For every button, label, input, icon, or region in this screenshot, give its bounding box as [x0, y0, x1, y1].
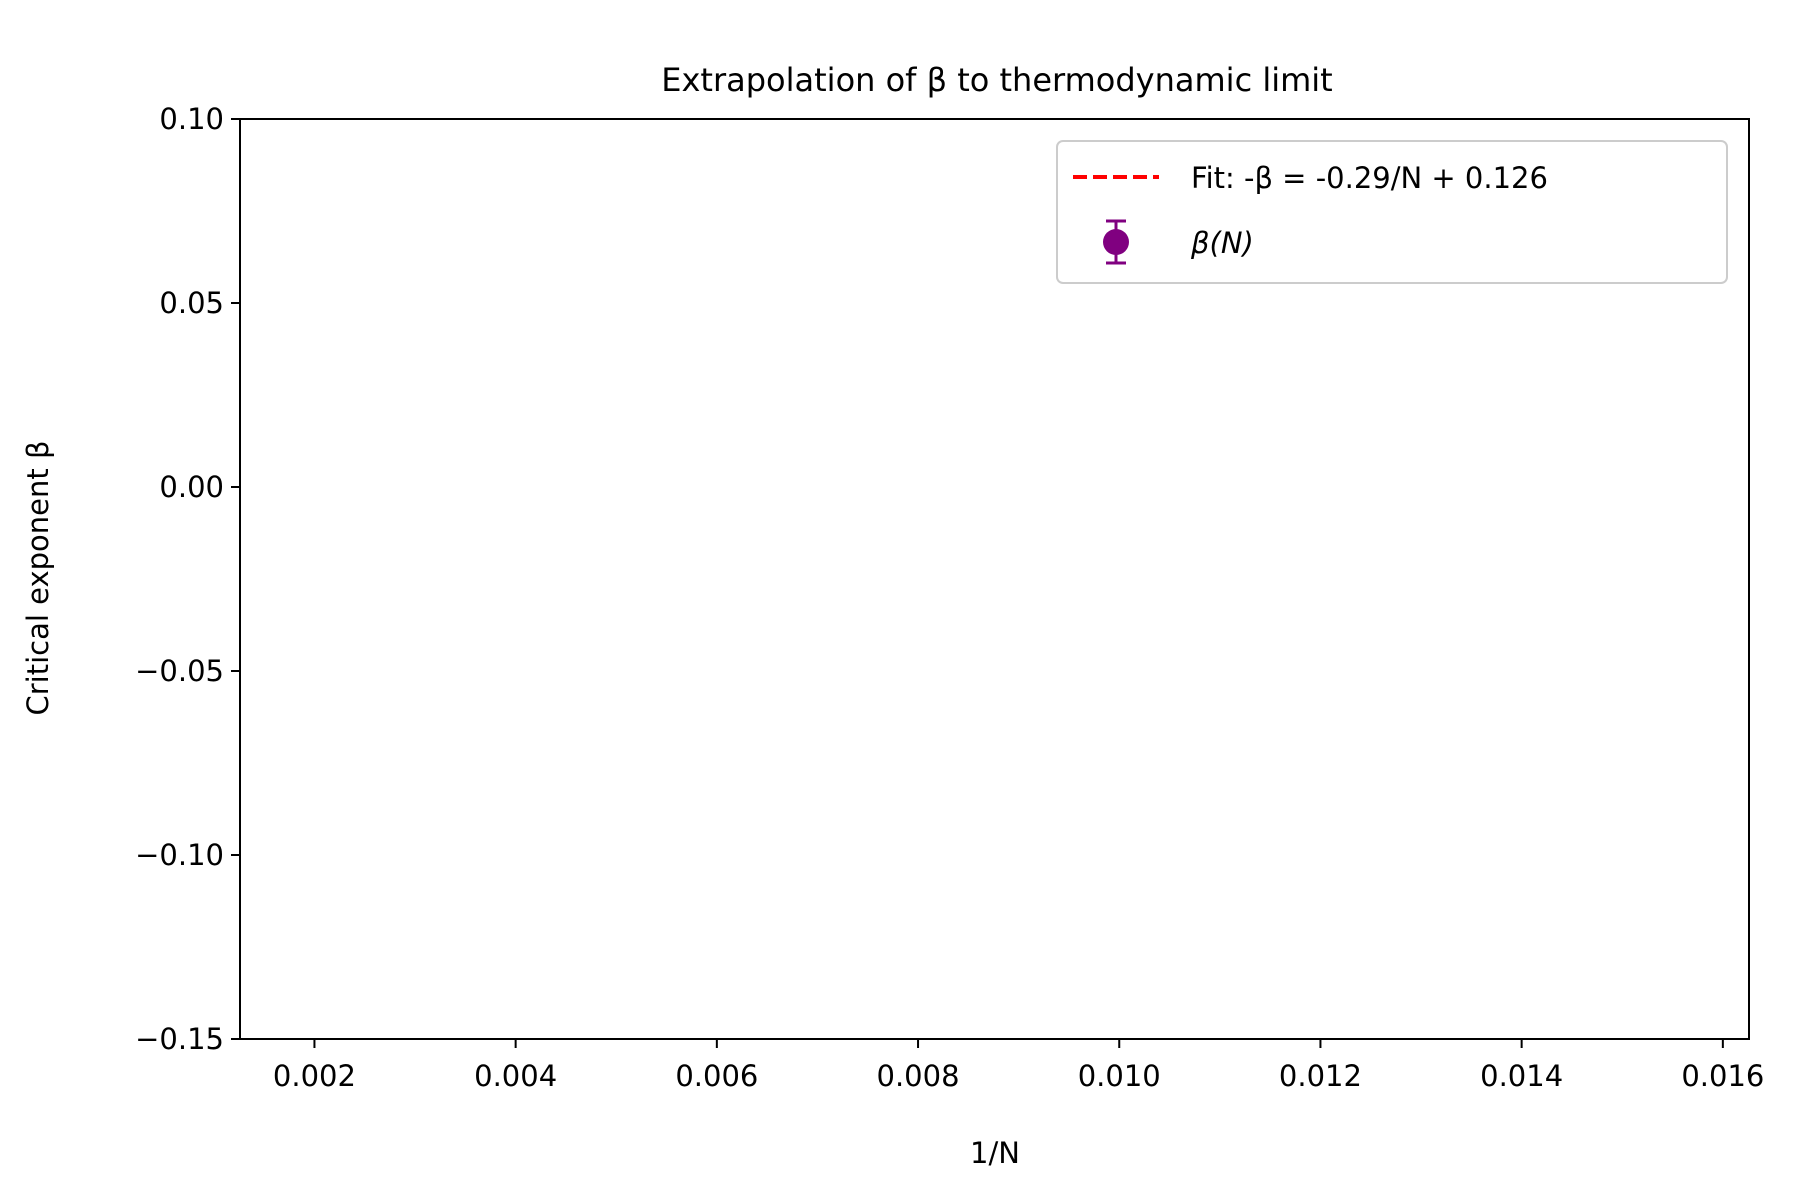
x-tick-label: 0.008: [877, 1059, 960, 1093]
x-axis-label: 1/N: [970, 1136, 1020, 1170]
x-tick-label: 0.006: [675, 1059, 758, 1093]
legend-marker: [1103, 229, 1129, 255]
y-tick-label: 0.10: [159, 102, 224, 136]
chart-title: Extrapolation of β to thermodynamic limi…: [661, 61, 1332, 99]
x-tick-label: 0.014: [1480, 1059, 1563, 1093]
legend: Fit: -β = -0.29/N + 0.126 β(N): [1056, 140, 1728, 284]
x-tick-label: 0.010: [1078, 1059, 1161, 1093]
y-tick-label: −0.10: [135, 838, 224, 872]
plot-area: [239, 118, 1750, 1040]
x-tick-label: 0.004: [474, 1059, 557, 1093]
y-tick-label: −0.05: [135, 654, 224, 688]
x-tick-label: 0.012: [1279, 1059, 1362, 1093]
y-axis-label: Critical exponent β: [21, 441, 55, 716]
y-tick-label: 0.00: [159, 470, 224, 504]
y-tick-label: −0.15: [135, 1022, 224, 1056]
x-tick-label: 0.002: [273, 1059, 356, 1093]
x-axis-ticks: 0.002 0.004 0.006 0.008 0.010 0.012 0.014 0.016: [273, 1039, 1764, 1093]
y-tick-label: 0.05: [159, 286, 224, 320]
legend-fit-label: Fit: -β = -0.29/N + 0.126: [1191, 161, 1548, 195]
x-tick-label: 0.016: [1681, 1059, 1764, 1093]
y-axis-ticks: 0.10 0.05 0.00 −0.05 −0.10 −0.15: [135, 102, 240, 1056]
legend-points-label: β(N): [1190, 226, 1254, 260]
legend-box: [1056, 140, 1728, 284]
